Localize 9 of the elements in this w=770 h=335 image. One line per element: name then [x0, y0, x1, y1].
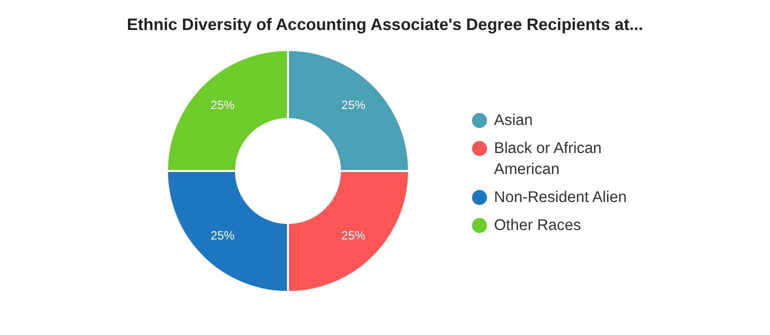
legend-label: Black or African American: [494, 139, 603, 180]
data-label: 25%: [341, 98, 366, 112]
legend-label: Other Races: [494, 216, 582, 236]
data-label: 25%: [341, 228, 366, 243]
data-label: 25%: [210, 228, 235, 243]
legend-label: Asian: [494, 111, 533, 131]
chart-title: Ethnic Diversity of Accounting Associate's Degree Recipients at...: [126, 16, 644, 35]
data-label: 25%: [210, 98, 235, 112]
legend-label: Non-Resident Alien: [494, 188, 627, 208]
